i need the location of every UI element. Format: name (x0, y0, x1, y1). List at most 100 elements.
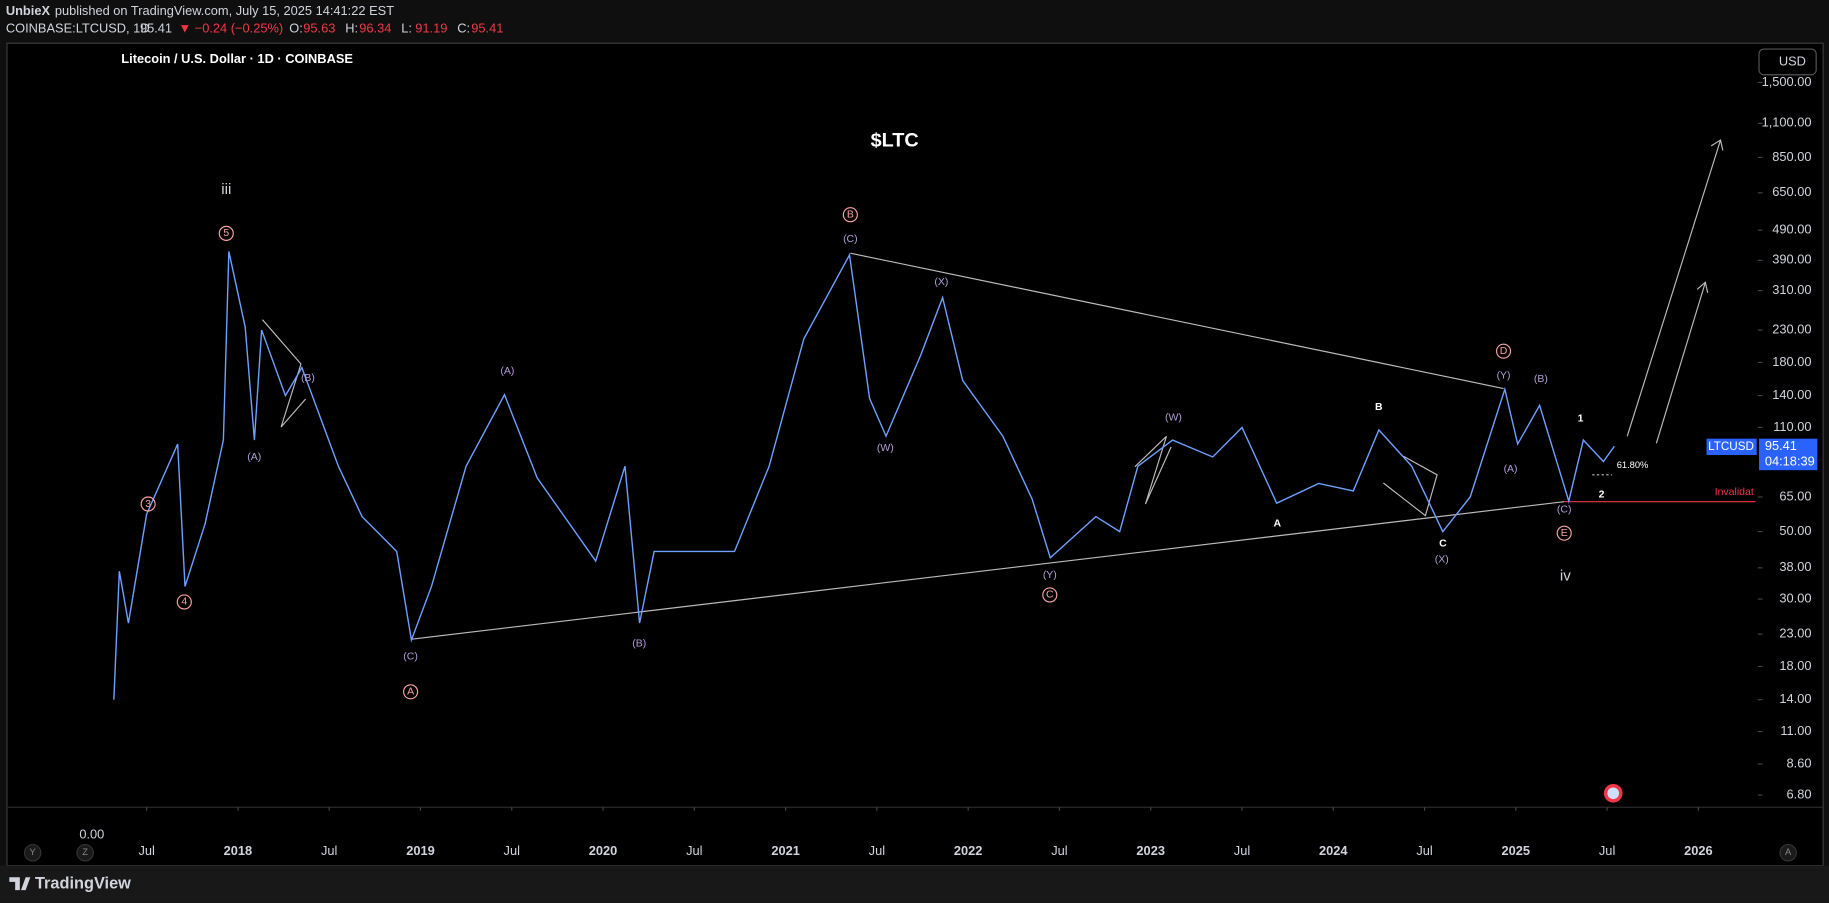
currency[interactable]: USD (1779, 53, 1806, 68)
ohlc: O: 95.63 H: 96.34 L: 91.19 C: 95.41 (289, 21, 503, 36)
ohlc-value: 95.41 (471, 21, 503, 36)
y-tick-label: 8.60 (1787, 755, 1812, 770)
x-tick-label: 2018 (224, 843, 253, 858)
wave-label: B (1375, 402, 1383, 413)
wave-label: (C) (403, 652, 418, 663)
arrow (1626, 139, 1722, 437)
x-tick-label: Jul (138, 843, 154, 858)
wave-label: iv (1560, 567, 1571, 584)
x-tick-label: Jul (869, 843, 885, 858)
y-tick-label: 1,100.00 (1762, 115, 1812, 130)
x-tick-label: Jul (1234, 843, 1250, 858)
wave-label: E (1561, 528, 1568, 539)
wave-label: 2 (1599, 489, 1605, 500)
x-tick-label: Jul (1599, 843, 1615, 858)
x-tick-label: Jul (686, 843, 702, 858)
x-tick-label: 2021 (771, 843, 800, 858)
chart-panel (6, 42, 1824, 867)
wave-label: (Y) (1043, 570, 1057, 581)
volume-scale: 0.00 (79, 827, 104, 842)
ohlc-value: 91.19 (415, 21, 447, 36)
wave-circle (218, 225, 234, 241)
wave-label: (A) (1504, 464, 1518, 475)
wave-label: 5 (223, 228, 229, 239)
button-label[interactable]: A (1785, 847, 1792, 857)
change: ▼ −0.24 (−0.25%) (178, 21, 283, 36)
button[interactable] (23, 844, 42, 862)
x-tick-label: 2025 (1502, 843, 1531, 858)
button[interactable] (76, 844, 94, 862)
y-tick-label: 14.00 (1779, 691, 1811, 706)
symbol-tag (1706, 438, 1757, 455)
plot: 1,500.00 1,100.00 850.00 650.00 490.00 390.00… (113, 74, 1812, 858)
y-tick-label: 850.00 (1772, 149, 1811, 164)
x-tick-label: Jul (504, 843, 520, 858)
y-tick-label: 18.00 (1779, 658, 1811, 673)
y-tick-label: 180.00 (1772, 354, 1811, 369)
y-tick-label: 6.80 (1787, 786, 1812, 801)
y-tick-label: 650.00 (1772, 184, 1811, 199)
x-tick-label: 2026 (1684, 843, 1713, 858)
y-tick-label: 390.00 (1772, 252, 1811, 267)
wave-label: A (407, 687, 414, 698)
wave-circle (1556, 525, 1572, 541)
wave-label: 4 (181, 597, 187, 608)
footer-bar (0, 865, 1829, 903)
wave-label: 1 (1578, 414, 1584, 425)
x-tick-label: Jul (321, 843, 337, 858)
wave-circle (403, 684, 419, 700)
ohlc-label: O: (289, 21, 303, 36)
button-label[interactable]: Y (30, 847, 37, 857)
wave-label: (W) (877, 443, 894, 454)
y-tick-label: 1,500.00 (1762, 74, 1812, 89)
ohlc-label: H: (345, 21, 358, 36)
wave-label: (A) (500, 366, 514, 377)
triangle-upper (850, 252, 1504, 390)
y-tick-label: 11.00 (1780, 723, 1811, 738)
wave-label: (C) (1557, 505, 1572, 516)
chart-title: Litecoin / U.S. Dollar · 1D · COINBASE (121, 51, 353, 66)
wave-label: C (1046, 590, 1054, 601)
wedge (1134, 435, 1172, 505)
annotation: $LTC (871, 129, 919, 151)
wave-label: 3 (145, 499, 151, 510)
price-line (113, 251, 1615, 700)
wave-label: (B) (1534, 374, 1548, 385)
invalidation-label: Invalidat (1715, 487, 1754, 498)
y-tick-label: 65.00 (1779, 488, 1811, 503)
wave-circle (140, 496, 156, 512)
arrow (1655, 282, 1706, 444)
drawings (262, 139, 1724, 640)
x-tick-label: Jul (1051, 843, 1067, 858)
wave-label: C (1439, 538, 1447, 549)
y-tick-label: 110.00 (1773, 419, 1811, 434)
last-price: 95.41 (1765, 438, 1797, 453)
published: published on TradingView.com, July 15, 2… (55, 3, 394, 18)
x-tick-label: 2023 (1136, 843, 1165, 858)
logo (9, 877, 31, 891)
y-tick-label: 310.00 (1772, 282, 1811, 297)
wave-label: (C) (843, 234, 858, 245)
wave-label: (B) (632, 639, 646, 650)
wave-label: (X) (934, 277, 948, 288)
ohlc-label: C: (457, 21, 470, 36)
wedge (1383, 455, 1438, 517)
currency-button[interactable] (1758, 48, 1817, 76)
x-tick-label: Jul (1416, 843, 1432, 858)
wave-circle (1042, 587, 1058, 603)
wave-label: D (1500, 346, 1508, 357)
fib-label: 61.80% (1617, 460, 1649, 470)
button[interactable] (1779, 844, 1797, 862)
y-tick-label: 38.00 (1779, 559, 1811, 574)
symbol-tag-text: LTCUSD (1708, 440, 1754, 453)
x-tick-label: 2022 (954, 843, 983, 858)
y-tick-label: 50.00 (1779, 523, 1811, 538)
button-label[interactable]: Z (82, 847, 88, 857)
y-tick-label: 140.00 (1772, 387, 1811, 402)
last: 95.41 (140, 21, 172, 36)
wave-label: (Y) (1497, 370, 1511, 381)
ohlc-label: L: (401, 21, 412, 36)
arrow-head (1710, 139, 1724, 151)
